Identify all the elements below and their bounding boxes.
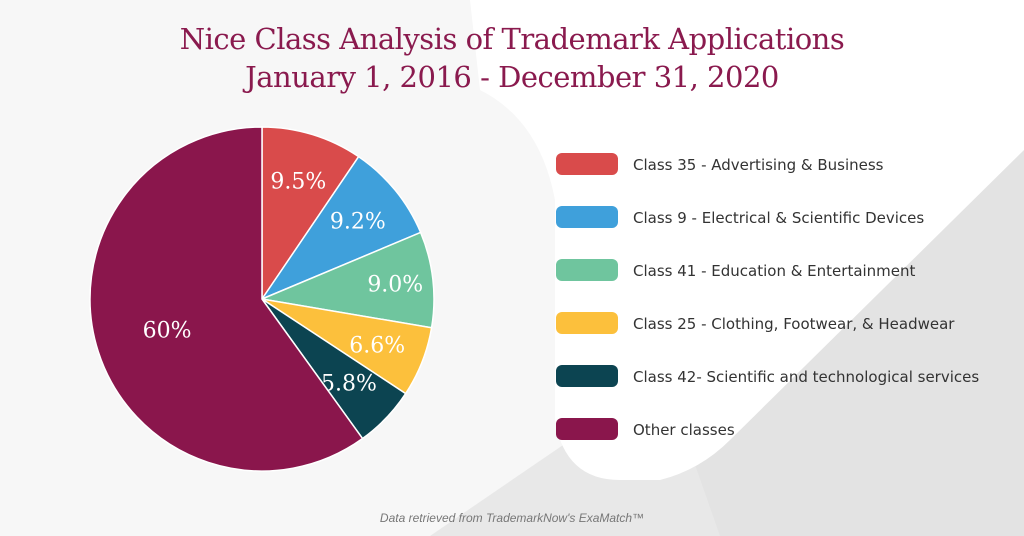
slice-data-label: 9.5% xyxy=(270,170,326,195)
chart-title-line2: January 1, 2016 - December 31, 2020 xyxy=(245,60,779,94)
legend-item: Class 35 - Advertising & Business xyxy=(556,153,996,179)
legend-swatch xyxy=(556,365,618,387)
pie-slice xyxy=(261,126,360,302)
legend-swatch xyxy=(556,418,618,440)
slice-data-label: 5.8% xyxy=(321,371,377,396)
legend-label: Class 9 - Electrical & Scientific Device… xyxy=(633,209,925,227)
slice-data-label: 9.0% xyxy=(367,273,423,298)
legend-label: Class 41 - Education & Entertainment xyxy=(633,262,916,280)
pie-slice xyxy=(89,126,364,472)
legend-swatch xyxy=(556,259,618,281)
legend-label: Class 35 - Advertising & Business xyxy=(633,156,884,174)
legend-swatch xyxy=(556,206,618,228)
slice-data-label: 6.6% xyxy=(349,333,405,358)
pie-slice xyxy=(259,231,435,329)
legend-label: Class 42- Scientific and technological s… xyxy=(633,368,980,386)
legend-item: Class 42- Scientific and technological s… xyxy=(556,365,996,391)
legend-swatch xyxy=(556,153,618,175)
legend-item: Other classes xyxy=(556,418,996,444)
data-source-note: Data retrieved from TrademarkNow's ExaMa… xyxy=(379,511,645,525)
legend-label: Other classes xyxy=(633,421,735,439)
legend-swatch xyxy=(556,312,618,334)
legend-label: Class 25 - Clothing, Footwear, & Headwea… xyxy=(633,315,955,333)
pie-slice xyxy=(259,155,422,301)
chart-title-line1: Nice Class Analysis of Trademark Applica… xyxy=(179,22,845,56)
legend-item: Class 9 - Electrical & Scientific Device… xyxy=(556,206,996,232)
legend-item: Class 41 - Education & Entertainment xyxy=(556,259,996,285)
slice-data-label: 60% xyxy=(143,319,192,344)
legend-item: Class 25 - Clothing, Footwear, & Headwea… xyxy=(556,312,996,338)
slice-data-label: 9.2% xyxy=(330,210,386,235)
